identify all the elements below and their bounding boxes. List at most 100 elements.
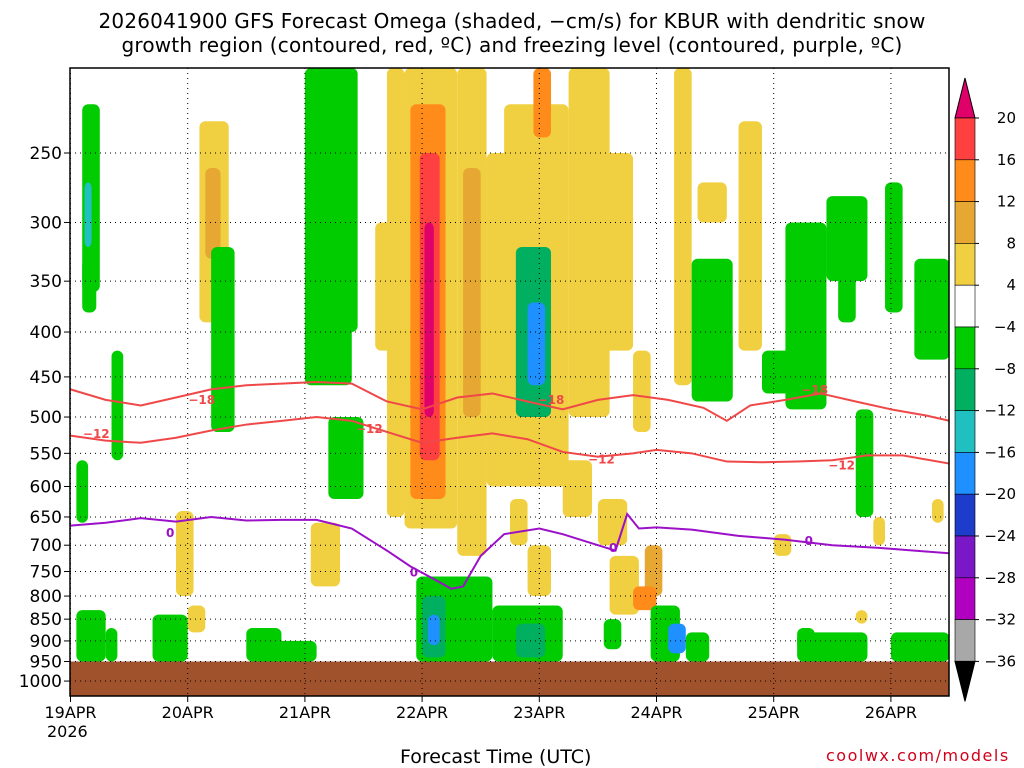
y-tick-label: 650 xyxy=(30,508,62,528)
colorbar-swatch xyxy=(954,619,976,662)
omega-cell xyxy=(826,196,868,282)
omega-cell xyxy=(187,605,206,633)
omega-cell xyxy=(855,409,874,517)
omega-cell xyxy=(609,555,639,615)
colorbar: 20 16 12 8 4 −4 −8 −12 −16 −20 −24 −28 −32 −36 xyxy=(954,77,1016,702)
omega-cell xyxy=(697,182,727,223)
colorbar-swatch xyxy=(954,535,976,579)
colorbar-label: 4 xyxy=(1006,276,1016,294)
colorbar-label: 8 xyxy=(1006,234,1016,252)
x-axis-year-label: 2026 xyxy=(47,722,88,741)
x-tick-label: 21APR xyxy=(279,703,331,722)
contour-lines: 0 0 0 0 −12 −12 −12 −12 −18 −18 −18 xyxy=(70,380,949,590)
contour-label: 0 xyxy=(166,526,174,540)
omega-cell xyxy=(463,167,481,418)
colorbar-label: 20 xyxy=(997,109,1016,127)
omega-cell xyxy=(424,222,434,418)
contour-label: −18 xyxy=(538,393,565,407)
colorbar-label: −32 xyxy=(984,611,1016,629)
omega-cell xyxy=(340,68,358,333)
x-axis-title: Forecast Time (UTC) xyxy=(400,746,592,768)
colorbar-swatch xyxy=(954,410,976,453)
colorbar-label: −28 xyxy=(984,569,1016,587)
colorbar-swatch xyxy=(954,159,976,202)
colorbar-label: −24 xyxy=(984,527,1016,545)
omega-cell xyxy=(76,610,106,662)
omega-cell xyxy=(738,121,762,351)
omega-cell xyxy=(773,534,792,556)
contour-label: 0 xyxy=(609,541,617,555)
omega-cell xyxy=(269,640,317,662)
omega-cell xyxy=(527,545,552,597)
colorbar-swatch xyxy=(954,201,976,244)
y-tick-label: 350 xyxy=(30,272,62,292)
omega-cell xyxy=(597,498,628,546)
freezing-level-contour xyxy=(70,511,949,590)
x-tick-label: 19APR xyxy=(44,703,96,722)
omega-cell xyxy=(855,610,868,624)
ground-fill xyxy=(70,661,949,696)
y-tick-label: 1000 xyxy=(19,672,62,692)
y-tick-label: 450 xyxy=(30,368,62,388)
y-tick-label: 700 xyxy=(30,536,62,556)
x-tick-label: 23APR xyxy=(513,703,565,722)
x-tick-label: 25APR xyxy=(748,703,800,722)
contour-label: 0 xyxy=(410,565,418,579)
omega-cell xyxy=(603,619,622,650)
contour-label: −18 xyxy=(188,393,215,407)
omega-cell xyxy=(785,222,827,410)
contour-label: −12 xyxy=(83,427,110,441)
y-tick-label: 300 xyxy=(30,213,62,233)
omega-cell xyxy=(105,628,118,662)
colorbar-label: 12 xyxy=(997,193,1016,211)
chart-title-line-2: growth region (contoured, red, ºC) and f… xyxy=(121,33,903,57)
contour-label: 0 xyxy=(805,534,813,548)
omega-cell xyxy=(152,614,188,662)
colorbar-swatch xyxy=(954,493,976,537)
contour-label: −12 xyxy=(828,459,855,473)
omega-cell xyxy=(709,332,733,402)
omega-cell xyxy=(914,258,949,360)
plot-frame xyxy=(69,67,950,697)
colorbar-label: −8 xyxy=(994,360,1016,378)
ground-surface xyxy=(70,661,949,696)
contour-label: −12 xyxy=(356,422,383,436)
omega-cell xyxy=(527,302,546,386)
colorbar-label: −4 xyxy=(994,318,1016,336)
colorbar-label: −16 xyxy=(984,443,1016,461)
contour-label: −18 xyxy=(801,383,828,397)
omega-cell xyxy=(873,516,886,546)
credit-link[interactable]: coolwx.com/models xyxy=(826,746,1010,765)
colorbar-swatch xyxy=(954,243,976,286)
omega-cell xyxy=(890,632,949,662)
omega-cell xyxy=(838,270,856,323)
omega-cell xyxy=(211,247,235,432)
colorbar-swatch xyxy=(954,368,976,411)
colorbar-top-arrow xyxy=(954,77,976,119)
omega-cell xyxy=(510,498,528,546)
omega-cell xyxy=(633,586,657,611)
y-tick-label: 950 xyxy=(30,653,62,673)
omega-cell xyxy=(633,350,651,432)
axes: 2503003504004505005506006507007508008509… xyxy=(19,67,950,722)
omega-cell xyxy=(885,182,903,313)
contour-label: −12 xyxy=(588,453,615,467)
x-tick-label: 24APR xyxy=(630,703,682,722)
omega-cell xyxy=(82,258,97,313)
y-tick-label: 250 xyxy=(30,144,62,164)
omega-cell xyxy=(84,182,92,248)
colorbar-label: 16 xyxy=(997,151,1016,169)
omega-cell xyxy=(931,498,944,523)
omega-cell xyxy=(175,511,194,597)
colorbar-swatch xyxy=(954,284,976,328)
chart-title-line-1: 2026041900 GFS Forecast Omega (shaded, −… xyxy=(98,9,926,33)
omega-cell xyxy=(562,460,593,517)
colorbar-label: −20 xyxy=(984,485,1016,503)
omega-cell xyxy=(597,152,634,351)
dgz-minus12-contour xyxy=(70,416,949,465)
y-tick-label: 400 xyxy=(30,323,62,343)
omega-cell xyxy=(76,460,89,523)
omega-cell xyxy=(328,417,364,499)
y-tick-label: 900 xyxy=(30,632,62,652)
omega-cell xyxy=(674,68,692,386)
